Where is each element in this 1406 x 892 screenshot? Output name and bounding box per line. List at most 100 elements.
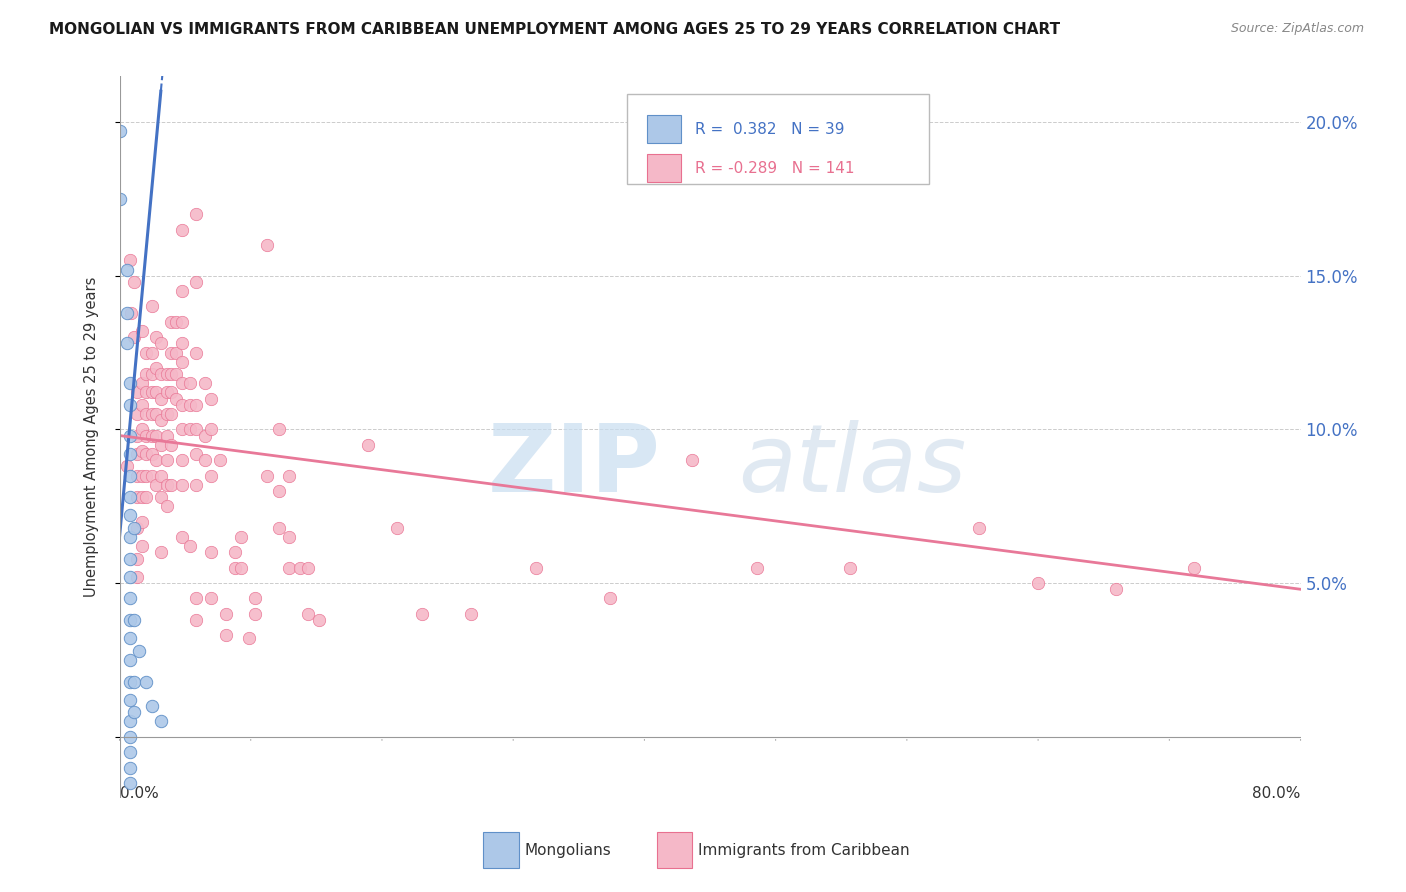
- Point: [156, 407, 179, 421]
- Point: [115, 336, 138, 351]
- Bar: [484, 832, 519, 869]
- Point: [160, 477, 183, 491]
- Point: [170, 284, 193, 298]
- Point: [118, 613, 141, 627]
- Point: [238, 632, 260, 646]
- Point: [200, 468, 222, 483]
- Point: [156, 500, 179, 514]
- Point: [156, 477, 179, 491]
- Point: [160, 315, 183, 329]
- Point: [229, 560, 252, 574]
- Point: [267, 422, 290, 436]
- Text: Immigrants from Caribbean: Immigrants from Caribbean: [699, 843, 910, 858]
- Text: atlas: atlas: [738, 420, 966, 511]
- Point: [170, 530, 193, 544]
- Point: [308, 613, 330, 627]
- Point: [124, 674, 146, 689]
- Text: R = -0.289   N = 141: R = -0.289 N = 141: [695, 161, 855, 176]
- Point: [131, 422, 153, 436]
- Point: [145, 428, 167, 442]
- Point: [135, 428, 157, 442]
- Point: [170, 422, 193, 436]
- Point: [411, 607, 433, 621]
- Point: [160, 385, 183, 400]
- Point: [186, 275, 208, 289]
- Point: [135, 385, 157, 400]
- Point: [118, 508, 141, 523]
- Point: [131, 490, 153, 504]
- FancyBboxPatch shape: [627, 94, 928, 185]
- Bar: [647, 115, 681, 143]
- Point: [149, 490, 172, 504]
- Point: [124, 330, 146, 344]
- Point: [141, 407, 163, 421]
- Point: [165, 367, 187, 381]
- Point: [141, 468, 163, 483]
- Point: [131, 515, 153, 529]
- Point: [118, 570, 141, 584]
- Point: [297, 560, 319, 574]
- Point: [278, 530, 301, 544]
- Point: [170, 453, 193, 467]
- Point: [224, 545, 246, 559]
- Bar: [657, 832, 692, 869]
- Point: [1105, 582, 1128, 597]
- Point: [149, 714, 172, 729]
- Point: [170, 315, 193, 329]
- Point: [200, 422, 222, 436]
- Point: [186, 447, 208, 461]
- Point: [127, 428, 149, 442]
- Point: [170, 355, 193, 369]
- Point: [149, 336, 172, 351]
- Point: [149, 413, 172, 427]
- Point: [115, 459, 138, 474]
- Point: [156, 428, 179, 442]
- Point: [267, 521, 290, 535]
- Point: [460, 607, 482, 621]
- Point: [118, 761, 141, 775]
- Point: [200, 392, 222, 406]
- Point: [245, 607, 267, 621]
- Point: [145, 453, 167, 467]
- Point: [156, 385, 179, 400]
- Point: [131, 444, 153, 458]
- Point: [131, 376, 153, 391]
- Point: [141, 300, 163, 314]
- Point: [131, 539, 153, 553]
- Point: [135, 367, 157, 381]
- Point: [149, 545, 172, 559]
- Point: [297, 607, 319, 621]
- Point: [356, 438, 378, 452]
- Point: [145, 477, 167, 491]
- Point: [124, 521, 146, 535]
- Point: [160, 367, 183, 381]
- Point: [118, 674, 141, 689]
- Point: [149, 468, 172, 483]
- Point: [839, 560, 862, 574]
- Point: [165, 315, 187, 329]
- Text: 0.0%: 0.0%: [120, 786, 159, 801]
- Point: [170, 477, 193, 491]
- Text: Mongolians: Mongolians: [524, 843, 612, 858]
- Point: [118, 714, 141, 729]
- Point: [599, 591, 621, 606]
- Point: [131, 324, 153, 338]
- Point: [224, 560, 246, 574]
- Point: [118, 376, 141, 391]
- Point: [747, 560, 769, 574]
- Point: [160, 438, 183, 452]
- Point: [108, 124, 131, 138]
- Point: [118, 693, 141, 707]
- Point: [245, 591, 267, 606]
- Point: [127, 447, 149, 461]
- Point: [194, 428, 217, 442]
- Text: MONGOLIAN VS IMMIGRANTS FROM CARIBBEAN UNEMPLOYMENT AMONG AGES 25 TO 29 YEARS CO: MONGOLIAN VS IMMIGRANTS FROM CARIBBEAN U…: [49, 22, 1060, 37]
- Y-axis label: Unemployment Among Ages 25 to 29 years: Unemployment Among Ages 25 to 29 years: [84, 277, 98, 598]
- Point: [145, 407, 167, 421]
- Point: [120, 305, 142, 319]
- Point: [186, 398, 208, 412]
- Point: [278, 560, 301, 574]
- Point: [141, 699, 163, 714]
- Point: [127, 385, 149, 400]
- Point: [141, 428, 163, 442]
